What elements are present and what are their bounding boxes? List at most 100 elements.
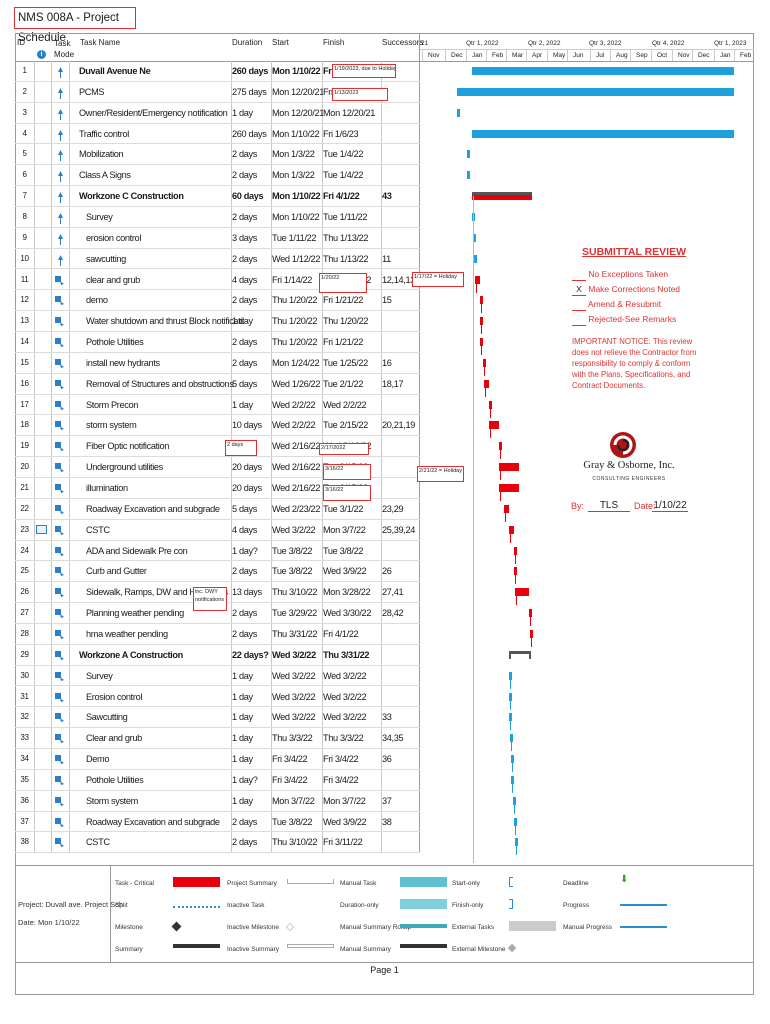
table-row[interactable]: 8 Survey 2 days Mon 1/10/22 Tue 1/11/22 <box>15 207 420 228</box>
row-id: 9 <box>22 232 27 242</box>
legend-swatch-finish-only <box>509 899 513 909</box>
table-row[interactable]: 34 Demo 1 day Fri 3/4/22 Fri 3/4/22 36 <box>15 749 420 770</box>
row-mode <box>51 603 69 623</box>
gantt-bar-manual <box>467 150 471 159</box>
table-row[interactable]: 9 erosion control 3 days Tue 1/11/22 Thu 1/1… <box>15 228 420 249</box>
gantt-link-line <box>485 387 487 397</box>
row-start: Mon 1/10/22 <box>272 211 320 222</box>
table-row[interactable]: 4 Traffic control 260 days Mon 1/10/22 Fri 1… <box>15 124 420 145</box>
row-id: 5 <box>22 149 27 159</box>
table-row[interactable]: 27 Planning weather pending 2 days Tue 3/29… <box>15 603 420 624</box>
table-row[interactable]: 15 install new hydrants 2 days Mon 1/24/22 T… <box>15 353 420 374</box>
header-finish: Finish <box>323 38 345 47</box>
legend-swatch-progress <box>620 904 667 906</box>
row-mode <box>51 395 69 415</box>
gantt-bar-task <box>512 796 516 805</box>
table-row[interactable]: 28 hma weather pending 2 days Thu 3/31/22 Fr… <box>15 624 420 645</box>
row-successors: 38 <box>382 816 392 827</box>
stamp-by-value: TLS <box>588 500 630 512</box>
table-row[interactable]: 25 Curb and Gutter 2 days Tue 3/8/22 Wed 3/9… <box>15 561 420 583</box>
row-successors <box>381 436 421 456</box>
row-successors: 20,21,19 <box>382 420 415 431</box>
table-row[interactable]: 31 Erosion control 1 day Wed 3/2/22 Wed 3/2/… <box>15 687 420 708</box>
timeline-month: May <box>553 52 566 59</box>
calendar-indicator-icon <box>36 524 47 534</box>
gantt-summary-bar <box>472 192 532 196</box>
manual-pin-icon <box>57 150 63 162</box>
row-start: Fri 3/4/22 <box>272 754 308 765</box>
row-finish: Wed 3/2/22 <box>323 712 367 723</box>
row-mode <box>51 478 69 498</box>
row-task-name: Survey <box>86 211 113 222</box>
table-row[interactable]: 13 Water shutdown and thrust Block notifi… <box>15 311 420 333</box>
row-finish: Fri 3/4/22 <box>323 754 359 765</box>
row-id: 25 <box>20 566 29 576</box>
row-mode <box>51 520 69 540</box>
row-id: 3 <box>22 107 27 117</box>
table-row[interactable]: 30 Survey 1 day Wed 3/2/22 Wed 3/2/22 <box>15 666 420 687</box>
timeline-month: Feb <box>740 52 752 59</box>
row-duration: 5 days <box>232 503 257 514</box>
table-row[interactable]: 16 Removal of Structures and obstructions… <box>15 374 420 395</box>
row-finish: Fri 3/11/22 <box>323 837 363 848</box>
table-row[interactable]: 17 Storm Precon 1 day Wed 2/2/22 Wed 2/2/22 <box>15 395 420 416</box>
table-row[interactable]: 10 sawcutting 2 days Wed 1/12/22 Thu 1/13/22… <box>15 249 420 270</box>
row-successors <box>381 395 421 415</box>
gantt-bar-manual <box>457 108 461 117</box>
row-task-name: Workzone A Construction <box>79 649 183 660</box>
row-task-name: demo <box>86 295 108 306</box>
row-start: Wed 3/2/22 <box>272 670 316 681</box>
manual-pin-icon <box>57 87 63 99</box>
row-successors: 25,39,24 <box>382 524 415 535</box>
auto-schedule-icon <box>55 567 64 577</box>
table-row[interactable]: 29 Workzone A Construction 22 days? Wed 3/2… <box>15 645 420 666</box>
gantt-link-line <box>490 408 492 418</box>
table-row[interactable]: 35 Pothole Utilities 1 day? Fri 3/4/22 Fri 3… <box>15 770 420 791</box>
table-row[interactable]: 38 CSTC 2 days Thu 3/10/22 Fri 3/11/22 <box>15 832 420 854</box>
row-start: Mon 12/20/21 <box>272 86 323 97</box>
row-duration: 22 days? <box>232 649 269 660</box>
gantt-link-line <box>480 325 482 335</box>
table-row[interactable]: 7 Workzone C Construction 60 days Mon 1/10/… <box>15 186 420 207</box>
table-row[interactable]: 12 demo 2 days Thu 1/20/22 Fri 1/21/22 15 <box>15 290 420 312</box>
row-successors: 28,42 <box>382 608 404 619</box>
table-row[interactable]: 22 Roadway Excavation and subgrade 5 days W… <box>15 499 420 520</box>
row-duration: 1 day <box>232 399 253 410</box>
table-row[interactable]: 33 Clear and grub 1 day Thu 3/3/22 Thu 3/3/2… <box>15 728 420 750</box>
row-finish: Fri 4/1/22 <box>323 628 359 639</box>
table-row[interactable]: 5 Mobilization 2 days Mon 1/3/22 Tue 1/4/22 <box>15 144 420 166</box>
row-duration: 1 day <box>232 795 253 806</box>
row-finish: Fri 4/1/22 <box>323 191 360 202</box>
gantt-bar-task <box>509 713 513 722</box>
table-row[interactable]: 37 Roadway Excavation and subgrade 2 days T… <box>15 812 420 833</box>
row-mode <box>51 374 69 394</box>
auto-schedule-icon <box>55 755 64 765</box>
table-row[interactable]: 14 Pothole Utilities 2 days Thu 1/20/22 Fri … <box>15 332 420 353</box>
manual-pin-icon <box>57 233 63 245</box>
row-finish: Wed 3/2/22 <box>323 691 367 702</box>
stamp-check-mark: X <box>572 283 586 296</box>
gantt-bar-task <box>530 629 534 638</box>
row-task-name: Class A Signs <box>79 170 131 181</box>
row-successors <box>381 687 421 707</box>
row-task-name: Erosion control <box>86 691 143 702</box>
row-duration: 2 days <box>232 337 257 348</box>
table-row[interactable]: 36 Storm system 1 day Mon 3/7/22 Mon 3/7/22 3… <box>15 791 420 812</box>
table-row[interactable]: 24 ADA and Sidewalk Pre con 1 day? Tue 3/8/… <box>15 541 420 562</box>
table-row[interactable]: 32 Sawcutting 1 day Wed 3/2/22 Wed 3/2/22 33 <box>15 707 420 729</box>
table-row[interactable]: 6 Class A Signs 2 days Mon 1/3/22 Tue 1/4/22 <box>15 165 420 187</box>
table-row[interactable]: 23 CSTC 4 days Wed 3/2/22 Mon 3/7/22 25,39,24 <box>15 520 420 541</box>
table-row[interactable]: 3 Owner/Resident/Emergency notification 1 … <box>15 103 420 124</box>
gantt-bar-manual <box>472 129 734 138</box>
timeline-month: Nov <box>678 52 690 59</box>
row-mode <box>51 124 69 144</box>
table-row[interactable]: 18 storm system 10 days Wed 2/2/22 Tue 2/15/… <box>15 415 420 437</box>
row-start: Thu 3/10/22 <box>272 587 318 598</box>
row-task-name: Roadway Excavation and subgrade <box>86 503 220 514</box>
row-mode <box>51 332 69 352</box>
gantt-link-line <box>510 721 512 731</box>
row-successors: 36 <box>382 754 392 765</box>
row-start: Wed 1/12/22 <box>272 253 321 264</box>
row-mode <box>51 687 69 707</box>
row-finish: Wed 3/2/22 <box>323 670 367 681</box>
